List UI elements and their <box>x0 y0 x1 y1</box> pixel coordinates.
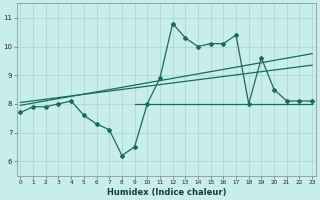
X-axis label: Humidex (Indice chaleur): Humidex (Indice chaleur) <box>107 188 226 197</box>
